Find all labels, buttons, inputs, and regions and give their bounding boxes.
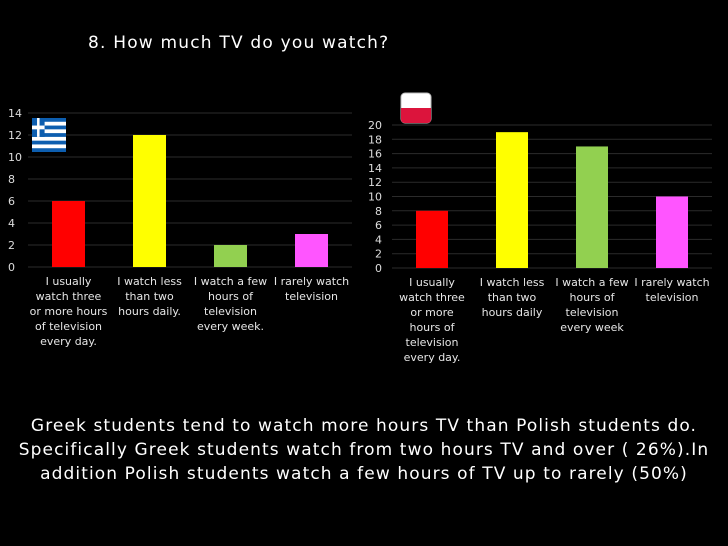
category-label: I watch less than two hours daily xyxy=(480,276,545,319)
y-tick-label: 4 xyxy=(8,217,15,230)
polish-flag-icon xyxy=(400,92,432,124)
y-tick-label: 12 xyxy=(368,176,382,189)
category-label: I watch a few hours of television every wee… xyxy=(555,276,628,334)
bar xyxy=(214,245,247,267)
category-label: I usually watch three or more hours of tele… xyxy=(30,275,108,348)
bar xyxy=(576,146,608,268)
y-tick-label: 18 xyxy=(368,133,382,146)
y-tick-label: 6 xyxy=(375,219,382,232)
slide-title: 8. How much TV do you watch? xyxy=(88,33,390,53)
category-label: I watch a few hours of television every wee… xyxy=(194,275,267,333)
y-tick-label: 16 xyxy=(368,148,382,161)
y-tick-label: 10 xyxy=(8,151,22,164)
bar xyxy=(416,210,448,268)
y-tick-label: 20 xyxy=(368,119,382,132)
bar xyxy=(52,201,85,267)
bar xyxy=(496,132,528,268)
y-tick-label: 0 xyxy=(375,262,382,275)
y-tick-label: 8 xyxy=(8,173,15,186)
y-tick-label: 10 xyxy=(368,191,382,204)
y-tick-label: 6 xyxy=(8,195,15,208)
bar xyxy=(656,196,688,268)
y-tick-label: 4 xyxy=(375,233,382,246)
category-label: I usually watch three or more hours of telev… xyxy=(399,276,465,364)
y-tick-label: 2 xyxy=(375,248,382,261)
y-tick-label: 0 xyxy=(8,261,15,274)
y-tick-label: 8 xyxy=(375,205,382,218)
summary-text: Greek students tend to watch more hours … xyxy=(18,416,710,484)
category-label: I watch less than two hours daily. xyxy=(117,275,182,318)
greek-flag-icon xyxy=(32,118,66,152)
bar xyxy=(133,135,166,267)
greece-bar-chart: 0 2 4 6 8 10 12 14 I usually watch three or more h… xyxy=(8,107,352,348)
category-label: I rarely watch television xyxy=(274,275,349,303)
y-tick-label: 12 xyxy=(8,129,22,142)
y-tick-label: 14 xyxy=(8,107,22,120)
bar xyxy=(295,234,328,267)
y-tick-label: 2 xyxy=(8,239,15,252)
y-tick-label: 14 xyxy=(368,162,382,175)
category-label: I rarely watch television xyxy=(634,276,709,304)
